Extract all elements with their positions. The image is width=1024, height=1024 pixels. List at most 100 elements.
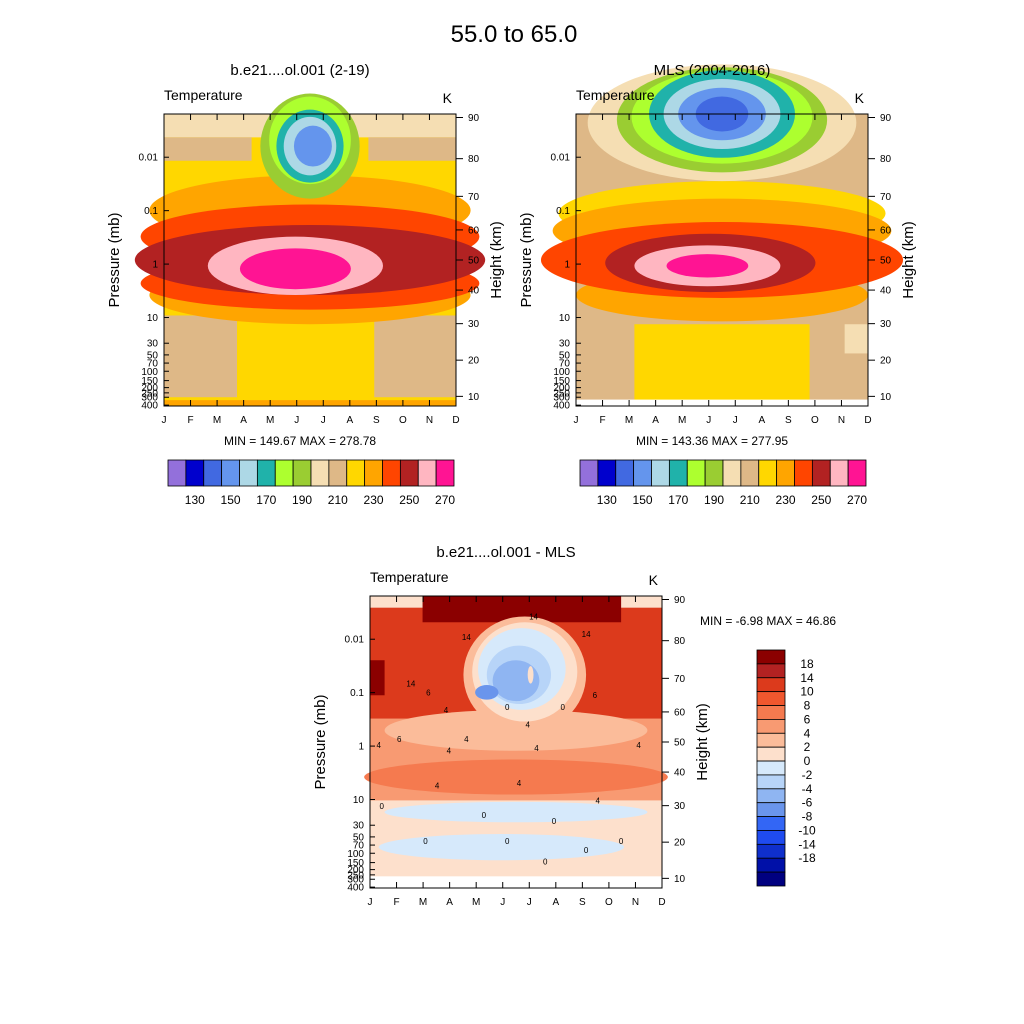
- x-tick-label: N: [426, 415, 433, 426]
- y-tick-label: 0.1: [144, 206, 158, 217]
- right-tick-label: 80: [880, 154, 892, 165]
- colorbar-label: 190: [704, 493, 724, 507]
- colorbar-swatch: [776, 459, 795, 487]
- colorbar-swatch: [756, 830, 786, 845]
- field-low-negative-b: [378, 833, 625, 861]
- colorbar-swatch: [221, 459, 240, 487]
- colorbar-swatch: [722, 459, 742, 487]
- colorbar-label: 6: [804, 712, 811, 726]
- colorbar-label: -18: [798, 851, 816, 865]
- colorbar-swatch: [756, 705, 786, 720]
- colorbar-label: 150: [221, 493, 241, 507]
- colorbar-swatch: [382, 459, 401, 487]
- colorbar-swatch: [756, 663, 786, 679]
- colorbar-label: 8: [804, 699, 811, 713]
- y-tick-label: 200: [347, 865, 364, 876]
- y-tick-label: 300: [347, 875, 364, 886]
- panel-left-label: Temperature: [370, 569, 449, 585]
- colorbar-swatch: [686, 459, 706, 487]
- contour-label: 0: [482, 811, 487, 820]
- right-tick-label: 10: [468, 392, 480, 403]
- right-axis-title: Height (km): [694, 703, 711, 781]
- y-tick-label: 250: [141, 388, 158, 399]
- colorbar-label: 270: [435, 493, 455, 507]
- colorbar-swatch: [274, 459, 294, 487]
- right-tick-label: 70: [880, 192, 892, 203]
- contour-labels: 14 14 14 14 6 6 6 4 4 4 4 4 4 4 4 4 4 0 0 0 0 0 0 0 0 0 0: [377, 612, 642, 866]
- field-cold-island: [527, 666, 534, 684]
- colorbar-swatch: [615, 459, 635, 487]
- x-tick-label: D: [658, 897, 665, 908]
- field-lower-left-tan: [164, 315, 237, 398]
- colorbar-swatch: [756, 816, 786, 831]
- colorbar-label: 170: [668, 493, 688, 507]
- contour-label: 0: [379, 802, 384, 811]
- y-tick-label: 0.1: [556, 206, 570, 217]
- y-tick-label: 200: [141, 383, 158, 394]
- contour-label: 14: [529, 612, 538, 621]
- y-tick-label: 30: [559, 339, 571, 350]
- right-tick-label: 20: [880, 356, 892, 367]
- colorbar-label: 250: [399, 493, 419, 507]
- y-tick-label: 150: [347, 858, 364, 869]
- x-tick-label: M: [472, 897, 480, 908]
- colorbar-swatch: [756, 788, 786, 804]
- right-axis-title: Height (km): [900, 221, 917, 299]
- x-tick-label: S: [579, 897, 586, 908]
- colorbar-label: 270: [847, 493, 867, 507]
- colorbar-label: 10: [800, 685, 814, 699]
- y-tick-label: 70: [147, 359, 159, 370]
- y-axis-title: Pressure (mb): [312, 694, 329, 789]
- y-tick-label: 50: [559, 350, 571, 361]
- colorbar-label: 130: [185, 493, 205, 507]
- colorbar-label: -2: [802, 768, 813, 782]
- field-top-right-tan: [368, 137, 456, 161]
- right-tick-label: 60: [880, 225, 892, 236]
- y-tick-label: 150: [553, 376, 570, 387]
- y-tick-label: 0.01: [551, 153, 571, 164]
- right-tick-label: 70: [674, 674, 686, 685]
- colorbar-label: 190: [292, 493, 312, 507]
- y-tick-label: 100: [553, 367, 570, 378]
- y-tick-label: 1: [358, 742, 364, 753]
- colorbar-swatch: [794, 459, 813, 487]
- colorbar-label: 2: [804, 740, 811, 754]
- contour-label: 4: [447, 747, 452, 756]
- colorbar-swatch: [756, 843, 786, 859]
- y-tick-label: 0.01: [345, 635, 365, 646]
- colorbar-swatch: [756, 871, 786, 887]
- y-tick-label: 100: [347, 849, 364, 860]
- x-tick-label: F: [393, 897, 399, 908]
- right-tick-label: 50: [674, 738, 686, 749]
- colorbar-swatch: [651, 459, 670, 487]
- panel-unit-label: K: [855, 90, 865, 106]
- panel-left-label: Temperature: [164, 87, 243, 103]
- right-tick-label: 90: [880, 113, 892, 124]
- x-tick-label: M: [213, 415, 221, 426]
- y-tick-label: 400: [347, 883, 364, 894]
- x-tick-label: D: [864, 415, 871, 426]
- field-bottom-orange: [164, 400, 456, 406]
- x-tick-label: O: [399, 415, 407, 426]
- contour-label: 4: [525, 720, 530, 729]
- field-cold-core: [475, 685, 499, 700]
- right-tick-label: 30: [468, 319, 480, 330]
- contour-label: 0: [584, 846, 589, 855]
- figure-main-title: 55.0 to 65.0: [451, 21, 578, 48]
- contour-label: 4: [517, 779, 522, 788]
- colorbar-swatch: [811, 459, 831, 487]
- contour-label: 4: [596, 796, 601, 805]
- colorbar-label: 18: [800, 657, 814, 671]
- colorbar-swatch: [756, 760, 786, 776]
- x-tick-label: J: [527, 897, 532, 908]
- colorbar-label: -4: [802, 782, 813, 796]
- colorbar-label: 210: [740, 493, 760, 507]
- colorbar-label: 230: [776, 493, 796, 507]
- y-axis-height: 90 80 70 60 50 40 30 20 10: [456, 113, 480, 403]
- y-tick-label: 250: [553, 388, 570, 399]
- field-left-dark: [370, 660, 385, 696]
- right-tick-label: 20: [468, 356, 480, 367]
